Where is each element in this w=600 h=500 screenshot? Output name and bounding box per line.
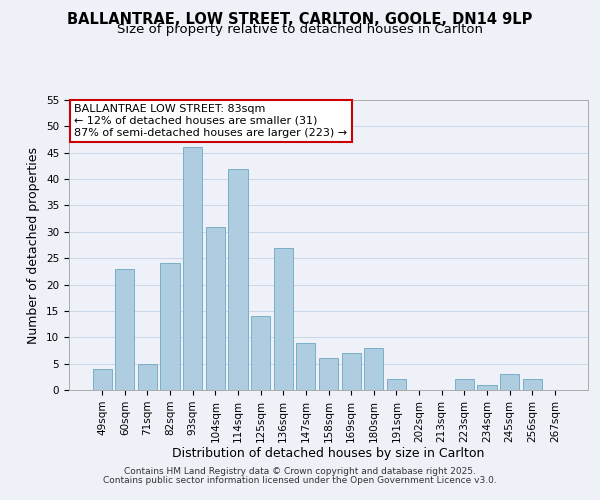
Text: BALLANTRAE LOW STREET: 83sqm
← 12% of detached houses are smaller (31)
87% of se: BALLANTRAE LOW STREET: 83sqm ← 12% of de… <box>74 104 347 138</box>
Bar <box>296 342 316 390</box>
Text: Size of property relative to detached houses in Carlton: Size of property relative to detached ho… <box>117 22 483 36</box>
Bar <box>183 148 202 390</box>
Bar <box>455 380 474 390</box>
Text: BALLANTRAE, LOW STREET, CARLTON, GOOLE, DN14 9LP: BALLANTRAE, LOW STREET, CARLTON, GOOLE, … <box>67 12 533 28</box>
Bar <box>92 369 112 390</box>
Bar <box>274 248 293 390</box>
Bar <box>387 380 406 390</box>
Bar <box>523 380 542 390</box>
X-axis label: Distribution of detached houses by size in Carlton: Distribution of detached houses by size … <box>172 448 485 460</box>
Bar <box>160 264 180 390</box>
Y-axis label: Number of detached properties: Number of detached properties <box>28 146 40 344</box>
Bar <box>138 364 157 390</box>
Bar <box>341 353 361 390</box>
Bar <box>229 168 248 390</box>
Bar <box>319 358 338 390</box>
Text: Contains public sector information licensed under the Open Government Licence v3: Contains public sector information licen… <box>103 476 497 485</box>
Bar <box>115 268 134 390</box>
Bar <box>500 374 519 390</box>
Bar <box>206 226 225 390</box>
Text: Contains HM Land Registry data © Crown copyright and database right 2025.: Contains HM Land Registry data © Crown c… <box>124 467 476 476</box>
Bar <box>251 316 270 390</box>
Bar <box>477 384 497 390</box>
Bar <box>364 348 383 390</box>
